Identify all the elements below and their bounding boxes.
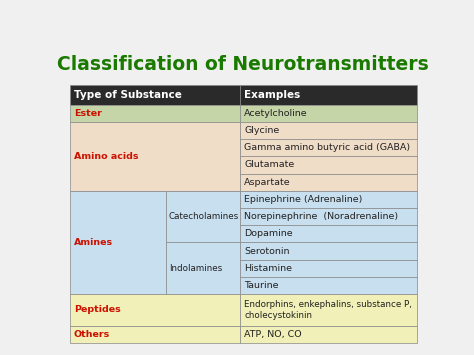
Text: Others: Others — [74, 330, 110, 339]
Text: Indolamines: Indolamines — [169, 264, 222, 273]
Bar — [240, 156, 418, 174]
Text: Amino acids: Amino acids — [74, 152, 138, 161]
Text: Acetylcholine: Acetylcholine — [244, 109, 308, 118]
Bar — [240, 225, 418, 242]
Bar — [70, 326, 240, 343]
Bar — [70, 294, 240, 326]
Text: Histamine: Histamine — [244, 264, 292, 273]
Bar — [166, 242, 240, 294]
Bar — [240, 85, 418, 105]
Bar — [240, 191, 418, 208]
Text: Examples: Examples — [244, 90, 301, 100]
Text: Ester: Ester — [74, 109, 102, 118]
Text: Norepinephrine  (Noradrenaline): Norepinephrine (Noradrenaline) — [244, 212, 398, 221]
Text: Glycine: Glycine — [244, 126, 279, 135]
Bar — [240, 242, 418, 260]
Bar — [70, 122, 240, 191]
Text: Taurine: Taurine — [244, 281, 279, 290]
Text: ATP, NO, CO: ATP, NO, CO — [244, 330, 301, 339]
Bar — [240, 105, 418, 122]
Bar — [240, 122, 418, 139]
Bar — [240, 294, 418, 326]
Bar — [240, 139, 418, 156]
Text: Gamma amino butyric acid (GABA): Gamma amino butyric acid (GABA) — [244, 143, 410, 152]
Bar — [166, 191, 240, 242]
Bar — [240, 208, 418, 225]
Bar — [240, 260, 418, 277]
Bar — [70, 85, 240, 105]
Bar — [240, 277, 418, 294]
Text: Glutamate: Glutamate — [244, 160, 294, 169]
Bar — [70, 105, 240, 122]
Bar — [240, 174, 418, 191]
Text: Amines: Amines — [74, 238, 113, 247]
Text: Catecholamines: Catecholamines — [169, 212, 239, 221]
Text: Aspartate: Aspartate — [244, 178, 291, 187]
Text: Serotonin: Serotonin — [244, 246, 290, 256]
Text: Peptides: Peptides — [74, 305, 121, 314]
Text: Endorphins, enkephalins, substance P,
cholecystokinin: Endorphins, enkephalins, substance P, ch… — [244, 300, 412, 320]
Bar — [70, 191, 166, 294]
Text: Epinephrine (Adrenaline): Epinephrine (Adrenaline) — [244, 195, 363, 204]
Text: Dopamine: Dopamine — [244, 229, 292, 238]
Text: Type of Substance: Type of Substance — [74, 90, 182, 100]
Text: Classification of Neurotransmitters: Classification of Neurotransmitters — [57, 55, 429, 74]
Bar — [240, 326, 418, 343]
